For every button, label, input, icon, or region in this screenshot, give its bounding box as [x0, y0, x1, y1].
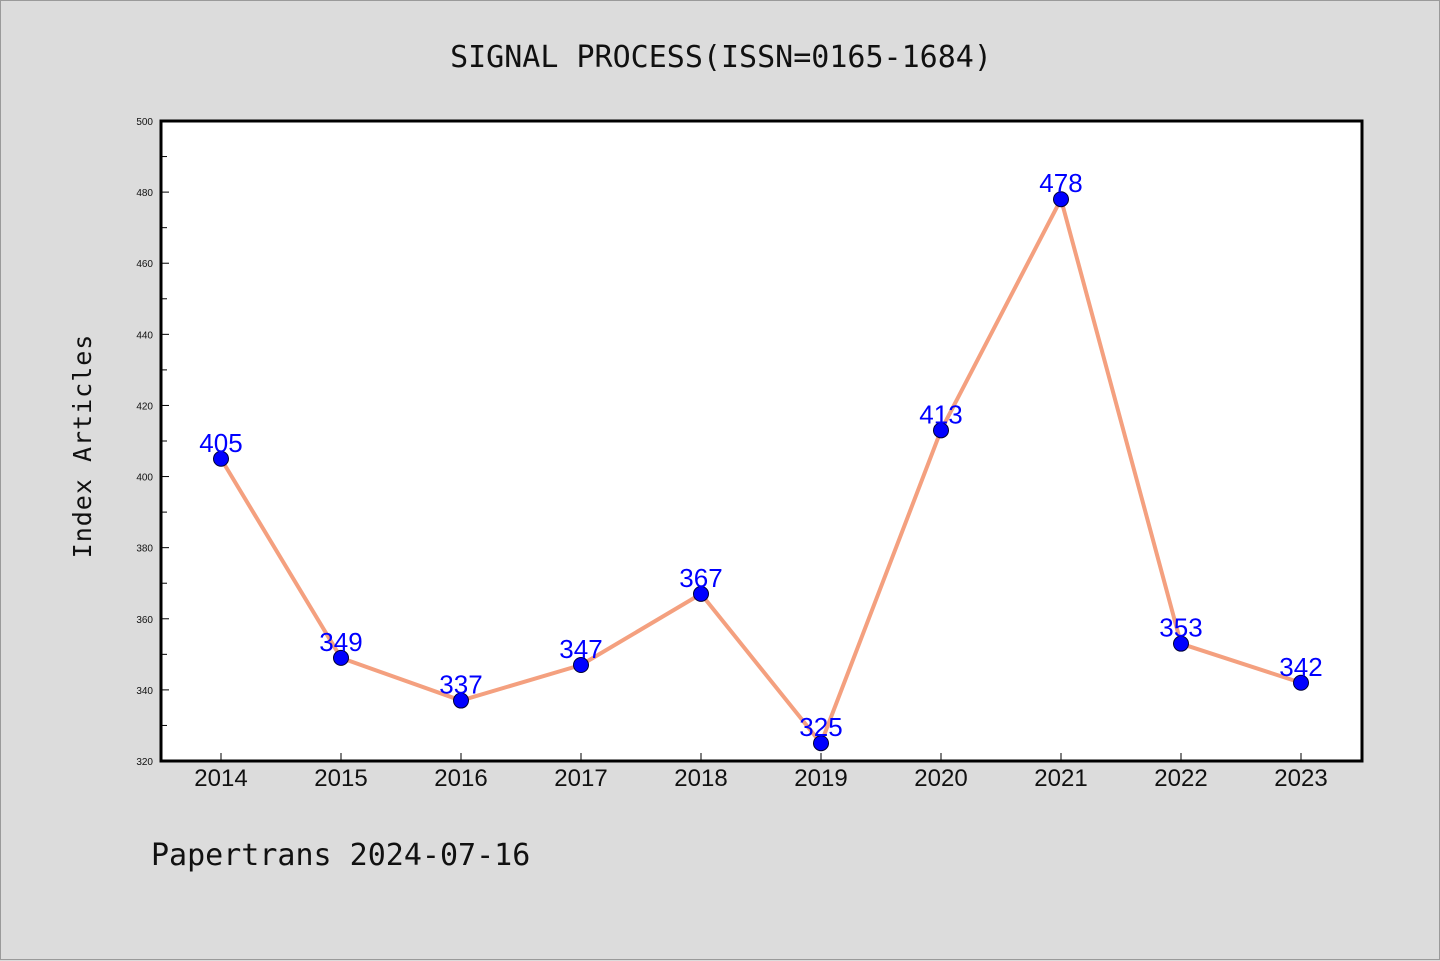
data-label: 325 — [799, 712, 842, 742]
x-axis: 2014 2015 2016 2017 2018 2019 2020 2021 2022 2023 — [194, 753, 1328, 792]
series-layer — [213, 191, 1309, 752]
data-point — [213, 450, 229, 467]
plot-area — [159, 119, 1364, 763]
data-labels-layer: 405 349 337 347 367 325 413 478 353 342 — [199, 168, 1322, 742]
x-tick-label: 2021 — [1034, 765, 1087, 792]
y-tick-label: 320 — [136, 757, 153, 768]
data-label: 337 — [439, 670, 482, 700]
footer-credit: Papertrans 2024-07-16 — [151, 838, 530, 873]
data-point — [1053, 191, 1069, 208]
data-label: 367 — [679, 563, 722, 593]
data-label: 478 — [1039, 168, 1082, 198]
x-tick-label: 2019 — [794, 765, 847, 792]
data-point — [1293, 674, 1309, 691]
chart-title: SIGNAL PROCESS(ISSN=0165-1684) — [450, 40, 992, 75]
y-axis: 320 340 360 380 400 420 440 460 480 500 — [136, 117, 169, 768]
y-tick-label: 380 — [136, 544, 153, 555]
data-label: 413 — [919, 399, 962, 429]
x-tick-label: 2020 — [914, 765, 967, 792]
x-tick-label: 2023 — [1274, 765, 1327, 792]
data-point — [453, 692, 469, 709]
y-tick-label: 420 — [136, 401, 153, 412]
y-tick-label: 360 — [136, 615, 153, 626]
data-point — [933, 422, 949, 439]
x-tick-label: 2016 — [434, 765, 487, 792]
y-tick-label: 500 — [136, 117, 153, 128]
x-tick-label: 2015 — [314, 765, 367, 792]
data-point — [573, 657, 589, 673]
data-point — [1173, 635, 1189, 652]
y-tick-label: 400 — [136, 473, 153, 484]
data-label: 342 — [1279, 652, 1322, 682]
data-label: 347 — [559, 634, 602, 664]
data-point — [813, 735, 829, 752]
data-point — [693, 585, 709, 602]
y-tick-label: 340 — [136, 686, 153, 697]
x-tick-label: 2014 — [194, 765, 247, 792]
x-tick-label: 2017 — [554, 765, 607, 792]
y-tick-label: 440 — [136, 330, 153, 341]
y-tick-label: 460 — [136, 259, 153, 270]
y-axis-label: Index Articles — [68, 334, 97, 559]
x-tick-label: 2022 — [1154, 765, 1207, 792]
data-label: 405 — [199, 428, 242, 458]
data-label: 349 — [319, 627, 362, 657]
y-tick-label: 480 — [136, 188, 153, 199]
x-tick-label: 2018 — [674, 765, 727, 792]
data-label: 353 — [1159, 613, 1202, 643]
data-point — [333, 649, 349, 666]
series-line — [219, 197, 1302, 746]
